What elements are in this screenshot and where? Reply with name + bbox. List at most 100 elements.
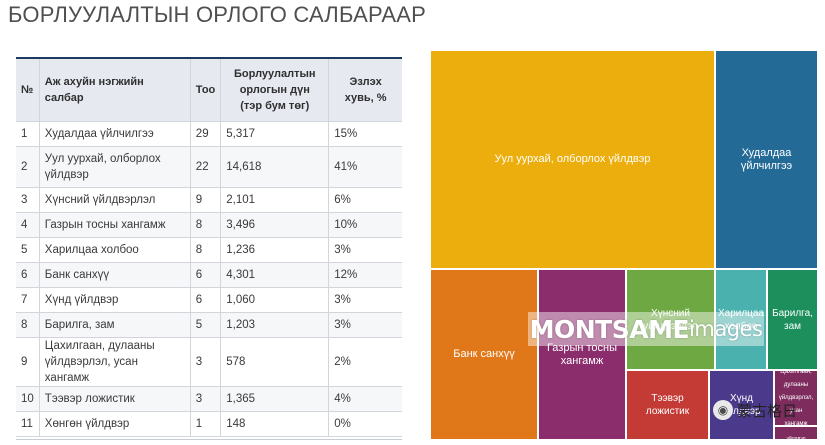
treemap-cell: Цахилгаан, дулааны үйлдвэрлэл, усан ханг…: [774, 370, 818, 426]
table-row: 3 Хүнсний үйлдвэрлэл 9 2,101 6%: [16, 187, 402, 213]
cell-count: 6: [190, 262, 222, 288]
cell-no: 7: [16, 287, 40, 313]
treemap-cell: Банк санхүү: [430, 269, 538, 440]
table-row: 4 Газрын тосны хангамж 8 3,496 10%: [16, 212, 402, 238]
cell-no: 1: [16, 121, 40, 147]
cell-share: 10%: [328, 212, 402, 238]
cell-share: 3%: [328, 312, 402, 338]
cell-sector: Банк санхүү: [39, 262, 191, 288]
watermark-light: images: [689, 317, 763, 341]
table-row: 10 Тээвэр ложистик 3 1,365 4%: [16, 386, 402, 412]
cell-no: 4: [16, 212, 40, 238]
treemap-cell-label: Банк санхүү: [453, 348, 515, 360]
cell-share: 15%: [328, 121, 402, 147]
cell-count: 8: [190, 237, 222, 263]
table-row: 9 Цахилгаан, дулааны үйлдвэрлэл, усан хан…: [16, 337, 402, 387]
cell-no: 6: [16, 262, 40, 288]
header-revenue-line-3: (тэр бум төг): [240, 100, 310, 112]
cell-share: 0%: [328, 411, 402, 437]
treemap-cell: Барилга, зам: [767, 269, 818, 370]
cell-no: 5: [16, 237, 40, 263]
treemap-cell-label: Уул уурхай, олборлох үйлдвэр: [494, 153, 651, 165]
cell-share: 3%: [328, 237, 402, 263]
header-revenue-line-2: орлогын дүн: [239, 84, 310, 96]
cell-share: 2%: [328, 337, 402, 387]
source-badge: ◉ 蒙古格日: [713, 397, 797, 423]
cell-no: 9: [16, 337, 40, 387]
table-row: 7 Хүнд үйлдвэр 6 1,060 3%: [16, 287, 402, 313]
cell-count: 1: [190, 411, 222, 437]
cell-sector: Худалдаа үйлчилгээ: [39, 121, 191, 147]
cell-revenue: 3,496: [220, 212, 330, 238]
treemap-cell-label: Газрын тосны хангамж: [546, 341, 618, 367]
treemap-cell: Хөнгөн үйлдвэр: [774, 426, 818, 440]
cell-count: 9: [190, 187, 222, 213]
cell-count: 8: [190, 212, 222, 238]
cell-revenue: 1,365: [220, 386, 330, 412]
treemap-cell: Хүнсний үйлдвэрлэл: [626, 269, 715, 370]
chat-icon: ◉: [713, 400, 733, 420]
table-row: 5 Харилцаа холбоо 8 1,236 3%: [16, 237, 402, 263]
header-revenue: Борлуулалтын орлогын дүн (тэр бум төг): [220, 59, 330, 122]
cell-share: 6%: [328, 187, 402, 213]
cell-revenue: 4,301: [220, 262, 330, 288]
table-row: 1 Худалдаа үйлчилгээ 29 5,317 15%: [16, 121, 402, 147]
treemap-cell-label: Хүнд үйлдвэр: [722, 393, 761, 417]
badge-text: 蒙古格日: [737, 401, 798, 420]
header-share: Эзлэх хувь, %: [328, 59, 402, 122]
treemap-cell: Газрын тосны хангамж: [538, 269, 626, 440]
cell-no: 8: [16, 312, 40, 338]
cell-sector: Барилга, зам: [39, 312, 191, 338]
cell-sector: Газрын тосны хангамж: [39, 212, 191, 238]
cell-sector: Харилцаа холбоо: [39, 237, 191, 263]
treemap-cell: Харилцаа холбоо: [715, 269, 767, 370]
cell-share: 3%: [328, 287, 402, 313]
cell-sector: Хүнд үйлдвэр: [39, 287, 191, 313]
cell-sector: Тээвэр ложистик: [39, 386, 191, 412]
cell-share: 12%: [328, 262, 402, 288]
treemap-cell-label: Тээвэр ложистик: [645, 393, 690, 417]
cell-sector: Хөнгөн үйлдвэр: [39, 411, 191, 437]
cell-count: 6: [190, 287, 222, 313]
revenue-table: № Аж ахуйн нэгжийн салбар Тоо Борлуулалт…: [16, 57, 402, 440]
header-share-line-1: Эзлэх: [349, 76, 382, 88]
treemap-chart: Уул уурхай, олборлох үйлдвэр Худалдаа үйл…: [430, 50, 818, 440]
table-row: 2 Уул уурхай, олборлох үйлдвэр 22 14,618 41%: [16, 146, 402, 188]
treemap-cell-label: Барилга, зам: [772, 307, 813, 332]
cell-sector: Уул уурхай, олборлох үйлдвэр: [39, 146, 191, 188]
watermark-bold: MONTSAME: [529, 314, 690, 344]
cell-revenue: 1,203: [220, 312, 330, 338]
cell-count: 3: [190, 386, 222, 412]
cell-revenue: 5,317: [220, 121, 330, 147]
header-count: Тоо: [190, 59, 222, 122]
header-share-line-2: хувь, %: [344, 92, 387, 104]
cell-revenue: 1,236: [220, 237, 330, 263]
header-revenue-line-1: Борлуулалтын: [234, 68, 316, 80]
cell-revenue: 2,101: [220, 187, 330, 213]
treemap-cell-label: Худалдаа үйлчилгээ: [740, 146, 793, 172]
cell-count: 29: [190, 121, 222, 147]
cell-no: 3: [16, 187, 40, 213]
table-row: 6 Банк санхүү 6 4,301 12%: [16, 262, 402, 288]
table-header-row: № Аж ахуйн нэгжийн салбар Тоо Борлуулалт…: [16, 59, 402, 122]
cell-count: 3: [190, 337, 222, 387]
cell-share: 4%: [328, 386, 402, 412]
cell-no: 2: [16, 146, 40, 188]
cell-revenue: 578: [220, 337, 330, 387]
treemap-cell-label: Цахилгаан, дулааны үйлдвэрлэл, усан ханг…: [778, 370, 814, 426]
cell-revenue: 148: [220, 411, 330, 437]
cell-no: 10: [16, 386, 40, 412]
header-no: №: [16, 59, 40, 122]
treemap-cell-label: Харилцаа холбоо: [717, 307, 765, 332]
cell-revenue: 1,060: [220, 287, 330, 313]
page-title: БОРЛУУЛАЛТЫН ОРЛОГО САЛБАРААР: [8, 2, 426, 27]
cell-share: 41%: [328, 146, 402, 188]
table-row: 11 Хөнгөн үйлдвэр 1 148 0%: [16, 411, 402, 437]
watermark: MONTSAME images: [528, 312, 764, 346]
treemap-cell: Уул уурхай, олборлох үйлдвэр: [430, 50, 715, 269]
cell-no: 11: [16, 411, 40, 437]
treemap-cell-label: Хүнсний үйлдвэрлэл: [643, 307, 698, 332]
treemap-cell: Тээвэр ложистик: [626, 370, 709, 440]
cell-count: 22: [190, 146, 222, 188]
cell-sector: Цахилгаан, дулааны үйлдвэрлэл, усан ханг…: [39, 337, 191, 387]
